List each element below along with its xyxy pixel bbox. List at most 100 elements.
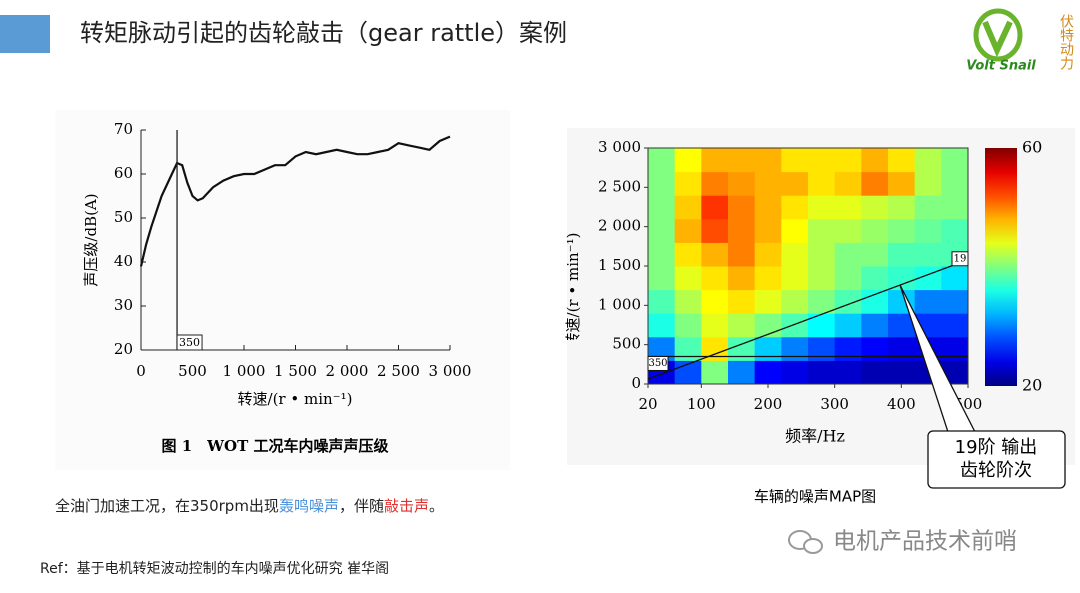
heat-cell [914,242,942,267]
heat-cell [808,360,836,385]
heat-cell [861,195,889,220]
heat-cell [674,289,702,314]
heat-cell [861,266,889,291]
heat-cell [861,289,889,314]
reference: Ref：基于电机转矩波动控制的车内噪声优化研究 崔华阁 [40,560,389,577]
heat-cell [728,313,756,338]
heat-cell [701,195,729,220]
heat-cell [648,266,676,291]
y-tick-label: 2 500 [598,177,641,195]
rpm-marker-box [647,355,669,371]
heat-cell [728,289,756,314]
heat-cell [808,218,836,243]
y-tick-label: 70 [114,120,133,138]
x-tick-label: 400 [887,395,916,413]
caption: 车辆的噪声MAP图 [754,488,876,506]
heat-cell [941,195,969,220]
heat-cell [781,171,809,196]
heat-cell [888,360,916,385]
marker-box [176,334,203,351]
heat-cell [861,148,889,173]
heat-cell [701,360,729,385]
order-label: 19 [954,253,967,264]
watermark: 电机产品技术前哨 [788,529,1017,555]
heat-cell [834,242,862,267]
note-segment: ，伴随 [339,497,384,515]
y-tick-label: 3 000 [598,138,641,156]
heat-cell [728,171,756,196]
heat-cell [888,148,916,173]
heat-cell [914,148,942,173]
heat-cell [701,313,729,338]
watermark-text: 电机产品技术前哨 [833,529,1017,555]
heat-cell [781,195,809,220]
heat-cell [648,218,676,243]
marker-label: 350 [179,336,200,349]
y-tick-label: 0 [631,374,641,392]
heat-cell [728,195,756,220]
heat-cell [781,218,809,243]
heat-cell [754,148,782,173]
heat-cell [941,266,969,291]
heat-cell [941,289,969,314]
heat-cell [728,218,756,243]
x-tick-label: 1 500 [274,362,317,380]
logo-text: Volt Snail [966,59,1036,74]
heat-cell [728,242,756,267]
line-series [139,135,451,267]
y-tick-label: 1 500 [598,256,641,274]
heat-cell [648,289,676,314]
order-box [951,251,969,267]
rpm-marker-label: 350 [648,358,667,369]
note-segment: 敲击声 [384,497,429,515]
callout-text: 19阶 输出 [955,437,1038,458]
heat-cell [834,148,862,173]
colorbar-tick-label: 60 [1022,138,1042,157]
heat-cell [914,171,942,196]
heat-cell [834,360,862,385]
heat-cell [754,336,782,361]
heat-cell [674,242,702,267]
heat-cell [861,242,889,267]
heat-cell [701,289,729,314]
heat-cell [674,148,702,173]
y-tick-label: 50 [114,208,133,226]
heat-cell [861,171,889,196]
heat-cell [861,360,889,385]
heat-cell [941,218,969,243]
callout-box [927,430,1066,489]
heat-cell [808,266,836,291]
heat-cell [808,289,836,314]
x-tick-label: 1 000 [223,362,266,380]
x-axis-label: 频率/Hz [785,427,845,446]
left-panel [55,110,510,470]
heat-cell [674,313,702,338]
y-tick-label: 500 [612,335,641,353]
heat-cell [754,195,782,220]
note-segment: 。 [429,497,444,515]
heat-cell [888,242,916,267]
heat-cell [888,171,916,196]
y-tick-label: 2 000 [598,217,641,235]
heatmap-chart: 0 500 1 000 1 500 2 000 2 500 3 000 20 100 200 300… [564,138,1066,506]
heat-cell [808,313,836,338]
heat-cell [728,148,756,173]
heat-cell [648,313,676,338]
heat-cell [834,289,862,314]
heat-cell [781,360,809,385]
heat-cell [941,336,969,361]
heat-cell [674,336,702,361]
slide-title: 转矩脉动引起的齿轮敲击（gear rattle）案例 [80,19,567,47]
heat-cell [701,266,729,291]
y-axis-label: 转速/(r • min⁻¹) [564,233,582,348]
x-tick-label: 3 000 [429,362,472,380]
heat-cell [754,218,782,243]
heat-cell [674,218,702,243]
logo: Volt Snail 伏特动力 [966,8,1074,74]
y-tick-label: 1 000 [598,295,641,313]
y-label-group: 转速/(r • min⁻¹) [564,233,582,348]
heat-cell [781,148,809,173]
x-tick-label: 500 [178,362,207,380]
y-tick-label: 20 [114,340,133,358]
heat-cell [648,171,676,196]
